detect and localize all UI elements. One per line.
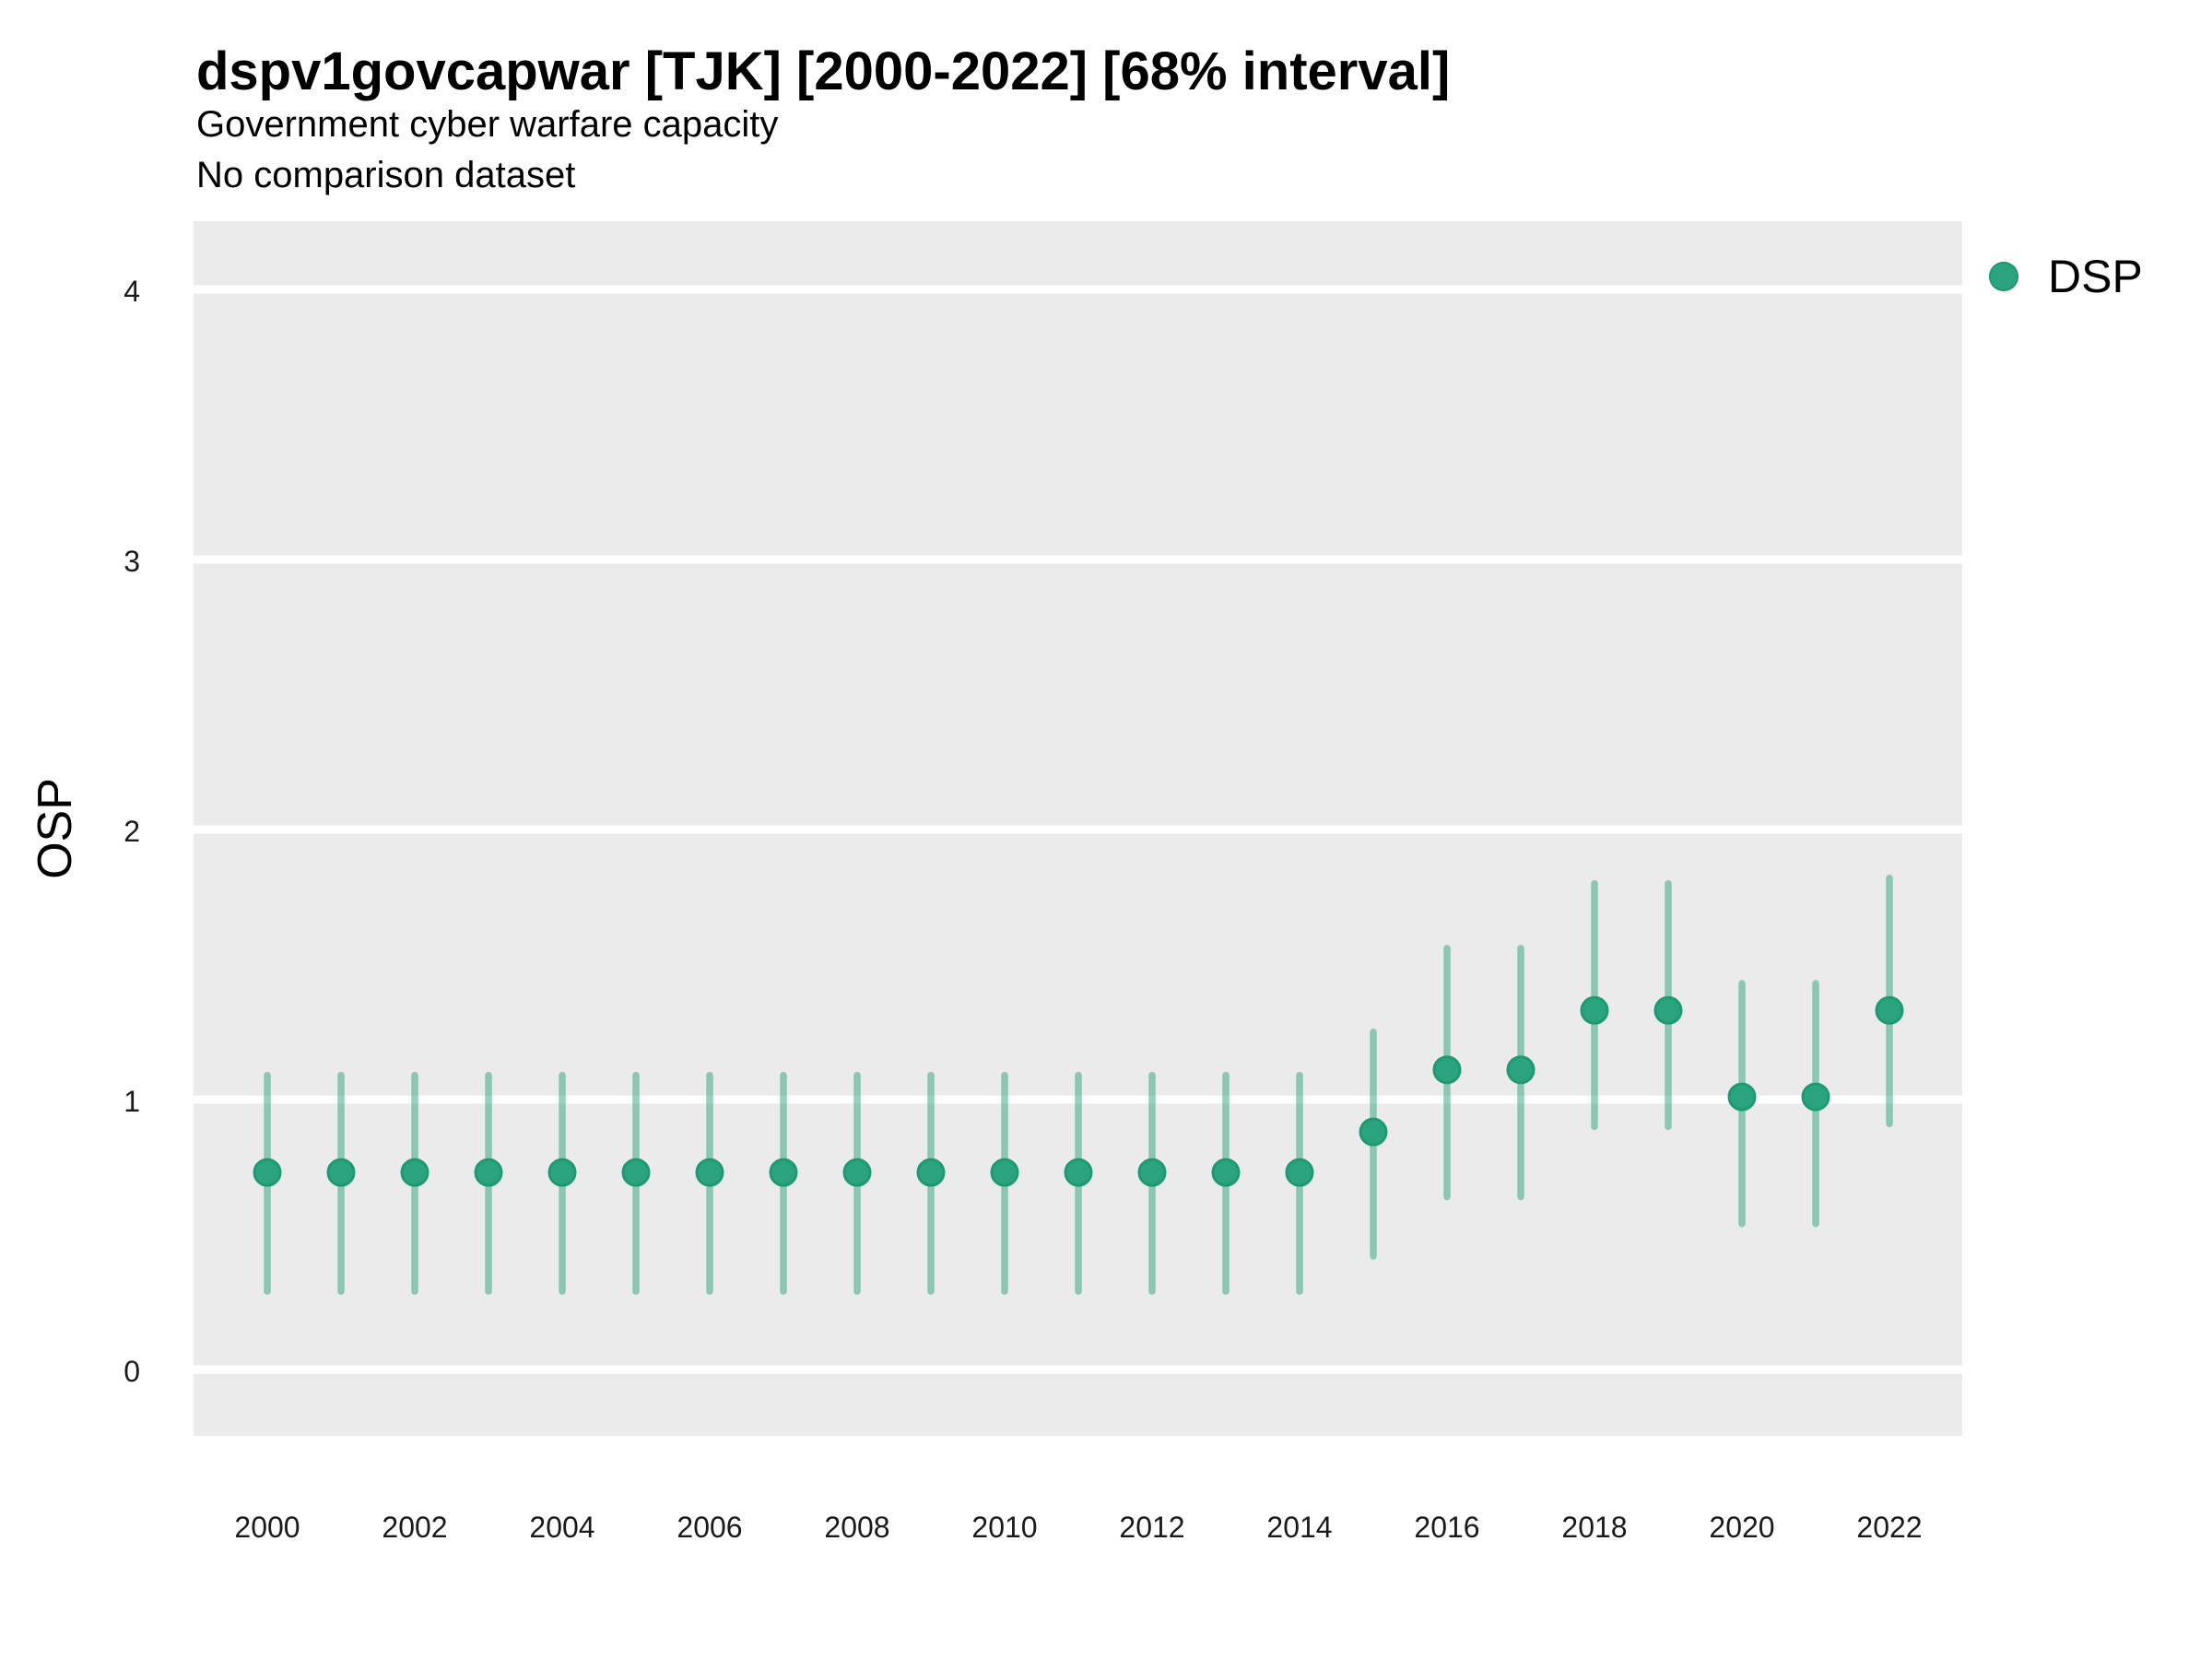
chart-title: dspv1govcapwar [TJK] [2000-2022] [68% in… bbox=[196, 41, 1451, 101]
x-tick-label-2018: 2018 bbox=[1561, 1511, 1628, 1544]
x-tick-label-2010: 2010 bbox=[971, 1511, 1038, 1544]
point-estimate-2008 bbox=[842, 1158, 872, 1187]
point-estimate-2012 bbox=[1137, 1158, 1167, 1187]
point-estimate-2022 bbox=[1875, 995, 1904, 1025]
chart-subtitle: Government cyber warfare capacity bbox=[196, 104, 779, 145]
y-tick-label-0: 0 bbox=[124, 1355, 140, 1388]
x-tick-label-2004: 2004 bbox=[529, 1511, 595, 1544]
plot-panel bbox=[194, 221, 1962, 1436]
x-tick-label-2002: 2002 bbox=[382, 1511, 448, 1544]
x-tick-label-2008: 2008 bbox=[824, 1511, 890, 1544]
point-estimate-2004 bbox=[547, 1158, 577, 1187]
point-estimate-2017 bbox=[1506, 1055, 1535, 1085]
x-tick-label-2022: 2022 bbox=[1856, 1511, 1923, 1544]
point-estimate-2021 bbox=[1801, 1082, 1830, 1112]
x-tick-label-2012: 2012 bbox=[1119, 1511, 1185, 1544]
legend: DSP bbox=[1989, 251, 2143, 302]
y-tick-label-1: 1 bbox=[124, 1085, 140, 1118]
point-estimate-2016 bbox=[1432, 1055, 1462, 1085]
point-estimate-2020 bbox=[1727, 1082, 1757, 1112]
x-tick-label-2020: 2020 bbox=[1709, 1511, 1775, 1544]
point-estimate-2019 bbox=[1653, 995, 1683, 1025]
y-tick-label-4: 4 bbox=[124, 275, 140, 308]
point-estimate-2013 bbox=[1211, 1158, 1241, 1187]
point-estimate-2011 bbox=[1064, 1158, 1093, 1187]
point-estimate-2015 bbox=[1359, 1117, 1388, 1147]
point-estimate-2006 bbox=[695, 1158, 724, 1187]
legend-label: DSP bbox=[2048, 251, 2143, 302]
point-estimate-2007 bbox=[769, 1158, 798, 1187]
legend-point-icon bbox=[1989, 262, 2018, 291]
point-estimate-2009 bbox=[916, 1158, 946, 1187]
pointrange-chart bbox=[194, 285, 1962, 1374]
x-tick-label-2000: 2000 bbox=[234, 1511, 300, 1544]
x-tick-label-2006: 2006 bbox=[677, 1511, 743, 1544]
point-estimate-2010 bbox=[990, 1158, 1019, 1187]
point-estimate-2014 bbox=[1285, 1158, 1314, 1187]
comparison-note: No comparison dataset bbox=[196, 155, 576, 195]
point-estimate-2005 bbox=[621, 1158, 651, 1187]
point-estimate-2018 bbox=[1580, 995, 1609, 1025]
point-estimate-2002 bbox=[400, 1158, 429, 1187]
y-tick-label-2: 2 bbox=[124, 815, 140, 848]
point-estimate-2003 bbox=[474, 1158, 503, 1187]
x-tick-label-2016: 2016 bbox=[1414, 1511, 1480, 1544]
x-tick-label-2014: 2014 bbox=[1266, 1511, 1333, 1544]
point-estimate-2000 bbox=[253, 1158, 282, 1187]
point-estimate-2001 bbox=[326, 1158, 356, 1187]
y-tick-label-3: 3 bbox=[124, 545, 140, 578]
